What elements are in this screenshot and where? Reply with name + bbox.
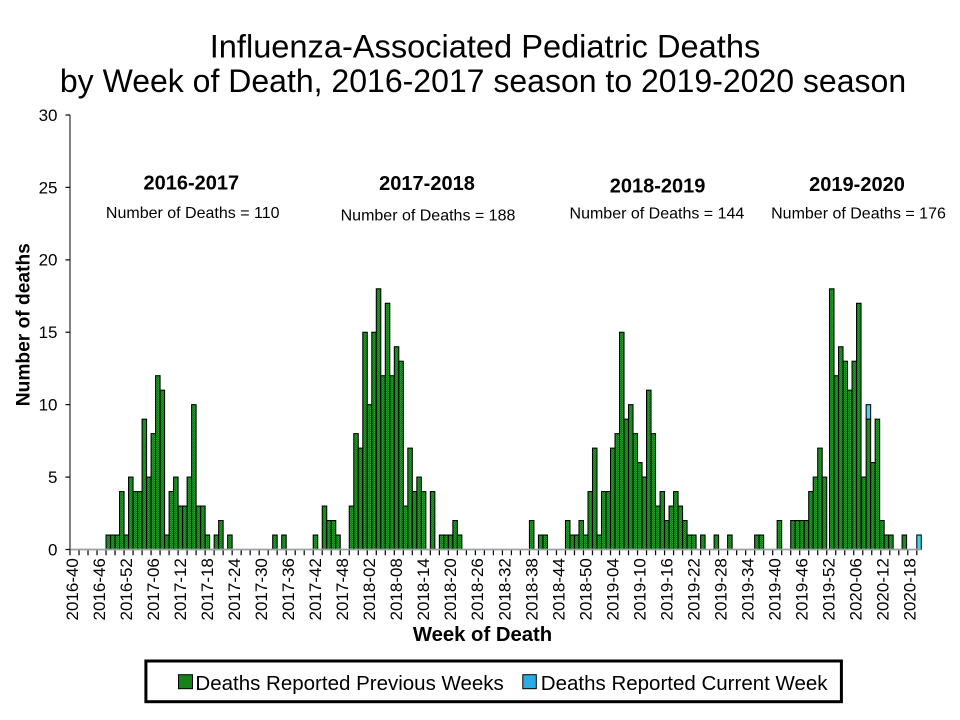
svg-text:Deaths Reported Previous Weeks: Deaths Reported Previous Weeks [195,672,503,695]
svg-text:Number of Deaths = 176: Number of Deaths = 176 [771,206,946,223]
svg-text:2019-52: 2019-52 [820,558,839,620]
svg-text:30: 30 [39,106,58,125]
svg-text:10: 10 [39,396,58,415]
svg-text:20: 20 [39,251,58,270]
svg-text:Deaths Reported Current Week: Deaths Reported Current Week [541,672,829,695]
svg-text:by Week of Death, 2016-2017 se: by Week of Death, 2016-2017 season to 20… [60,63,906,99]
svg-text:2016-2017: 2016-2017 [143,172,239,194]
svg-text:2019-40: 2019-40 [766,558,785,620]
svg-text:Week of Death: Week of Death [413,624,552,646]
svg-text:Number of deaths: Number of deaths [14,243,35,406]
svg-text:2017-36: 2017-36 [279,558,298,620]
svg-text:2019-34: 2019-34 [738,558,757,620]
svg-text:2019-04: 2019-04 [603,558,622,620]
svg-text:2017-30: 2017-30 [252,558,271,620]
svg-text:2019-16: 2019-16 [657,558,676,620]
svg-text:2017-18: 2017-18 [198,558,217,620]
svg-text:2017-48: 2017-48 [333,558,352,620]
svg-text:2020-18: 2020-18 [901,558,920,620]
svg-text:2016-46: 2016-46 [90,558,109,620]
svg-text:2019-22: 2019-22 [684,558,703,620]
svg-text:2019-10: 2019-10 [630,558,649,620]
svg-text:2016-52: 2016-52 [117,558,136,620]
svg-text:2016-40: 2016-40 [63,558,82,620]
svg-text:Influenza-Associated Pediatric: Influenza-Associated Pediatric Deaths [210,28,761,65]
svg-text:2018-26: 2018-26 [468,558,487,620]
svg-text:2017-06: 2017-06 [144,558,163,620]
svg-text:2018-44: 2018-44 [549,558,568,620]
svg-text:2017-42: 2017-42 [306,558,325,620]
svg-text:2019-46: 2019-46 [793,558,812,620]
svg-text:Number of Deaths = 110: Number of Deaths = 110 [106,205,280,222]
svg-text:2019-28: 2019-28 [711,558,730,620]
svg-text:2018-32: 2018-32 [495,558,514,620]
svg-text:Number of Deaths = 188: Number of Deaths = 188 [341,208,516,225]
svg-text:Number of Deaths = 144: Number of Deaths = 144 [570,206,745,223]
svg-text:0: 0 [48,540,57,559]
svg-text:2018-20: 2018-20 [441,558,460,620]
svg-text:2018-2019: 2018-2019 [610,175,706,197]
svg-text:2020-12: 2020-12 [874,558,893,620]
svg-text:15: 15 [39,323,58,342]
svg-text:2018-38: 2018-38 [522,558,541,620]
svg-text:2017-24: 2017-24 [225,558,244,620]
svg-text:2017-2018: 2017-2018 [379,173,475,195]
svg-text:5: 5 [48,468,57,487]
svg-text:2020-06: 2020-06 [847,558,866,620]
svg-text:2018-14: 2018-14 [414,558,433,620]
svg-text:2017-12: 2017-12 [171,558,190,620]
svg-text:2018-02: 2018-02 [360,558,379,620]
svg-text:2018-50: 2018-50 [576,558,595,620]
svg-text:25: 25 [39,178,58,197]
svg-text:2018-08: 2018-08 [387,558,406,620]
svg-text:2019-2020: 2019-2020 [809,174,905,196]
